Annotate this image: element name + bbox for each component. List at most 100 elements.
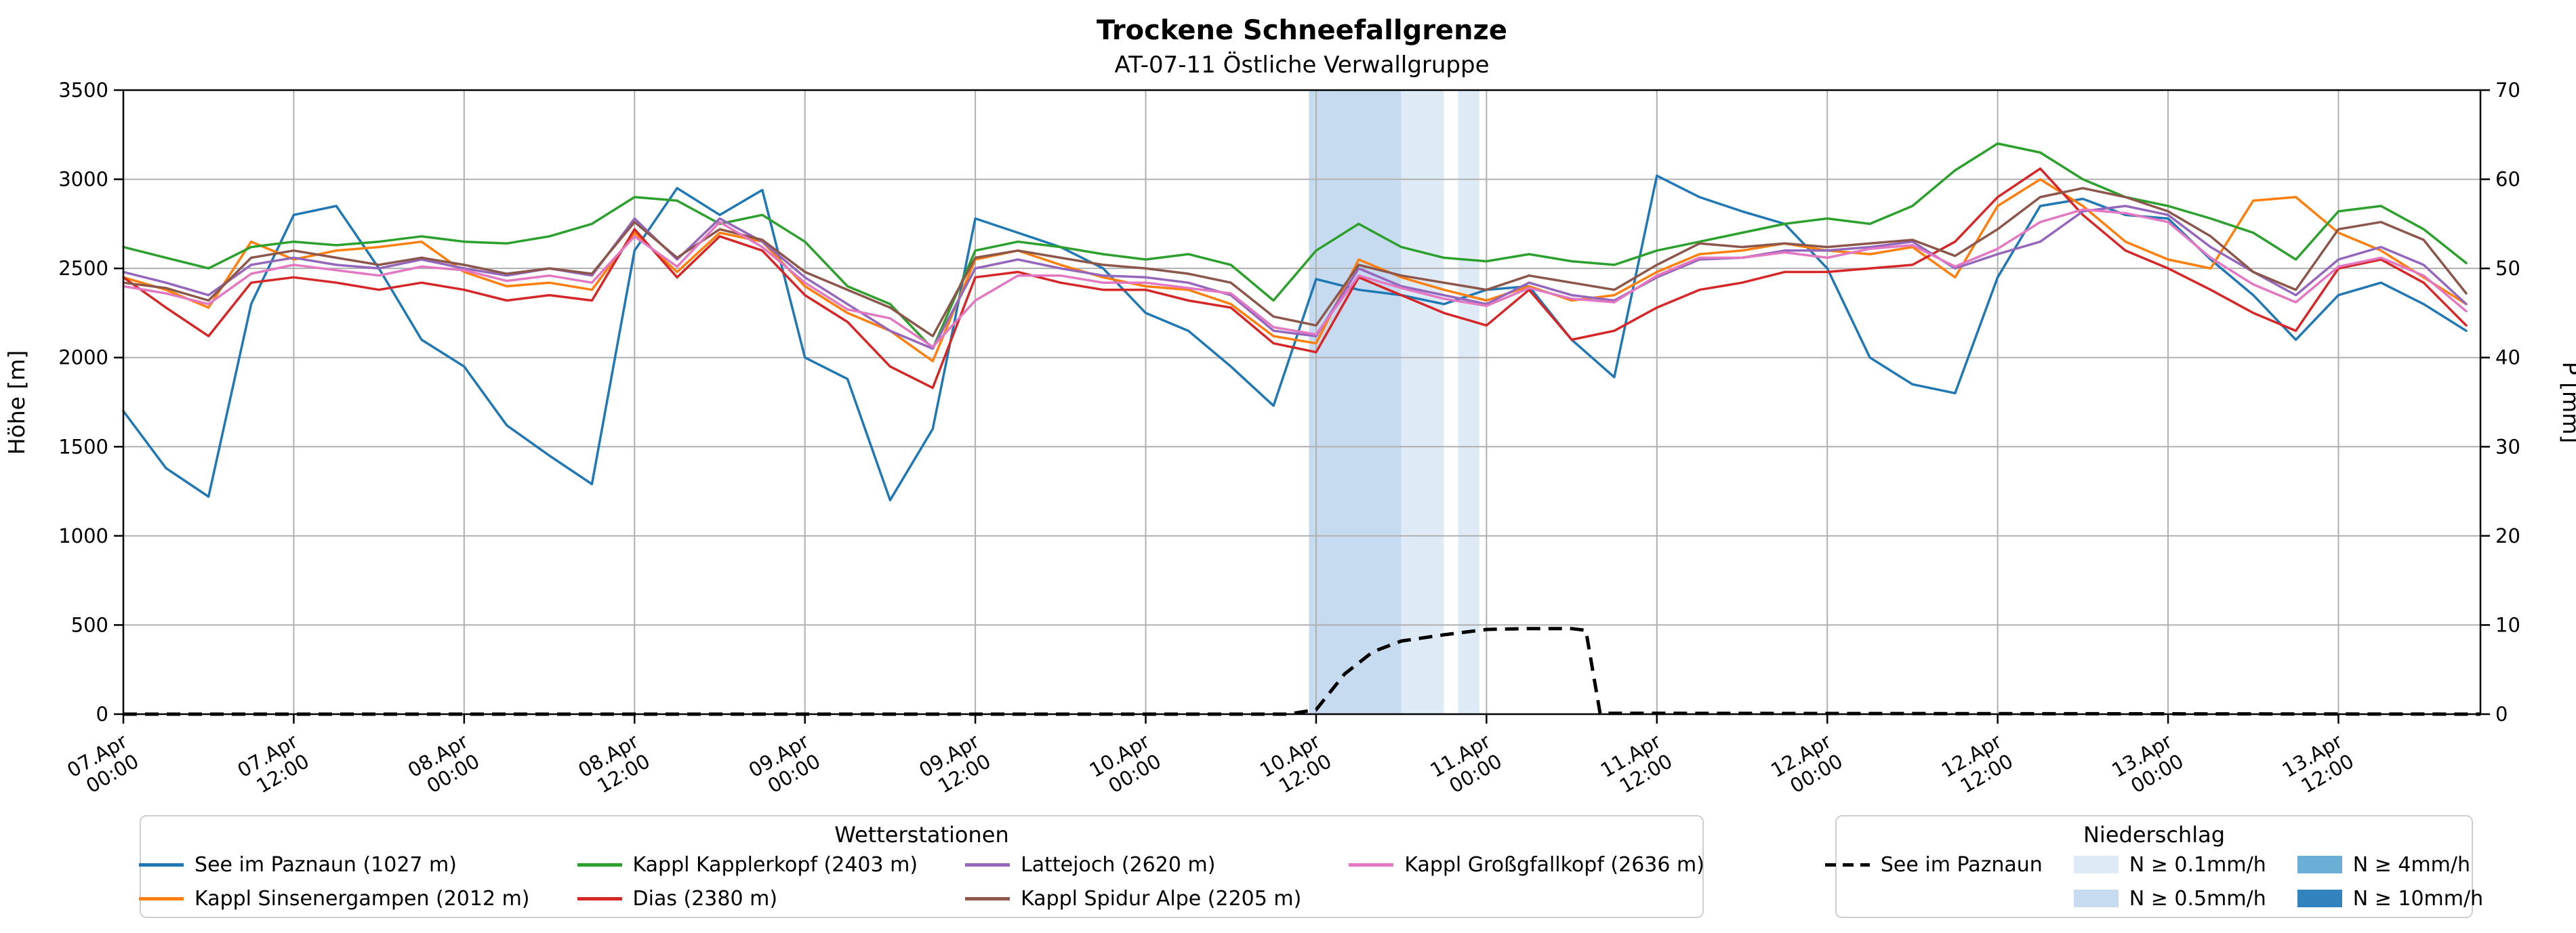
legend-label: See im Paznaun: [1880, 852, 2043, 877]
legend-station-item: Kappl Spidur Alpe (2205 m): [965, 884, 1301, 913]
x-tick-label: 12.Apr12:00: [1938, 730, 2017, 802]
y-tick-label-left: 2500: [58, 257, 108, 280]
legend-stations-entries: See im Paznaun (1027 m) Kappl Sinsenergam…: [139, 850, 1704, 913]
y-tick-label-right: 0: [2495, 703, 2508, 726]
legend-line-swatch: [139, 863, 184, 867]
legend-column: N ≥ 0.1mm/h N ≥ 0.5mm/h: [2073, 850, 2266, 913]
series-line-2: [122, 178, 2468, 362]
series-line-6: [122, 186, 2468, 337]
legend-wetterstationen: Wetterstationen See im Paznaun (1027 m) K…: [139, 815, 1704, 918]
axes-layer: 0 500 1000 1500 2000 2500 3000 3500 0 10 20 30 40 50 6…: [58, 79, 2520, 802]
chart-subtitle: AT-07-11 Östliche Verwallgruppe: [1114, 51, 1489, 79]
legend-label: Kappl Sinsenergampen (2012 m): [195, 886, 530, 911]
series-line-1: [122, 174, 2468, 501]
legend-label: Kappl Großgfallkopf (2636 m): [1404, 852, 1704, 877]
series-line-5: [122, 205, 2468, 350]
x-tick-label: 10.Apr12:00: [1256, 730, 1335, 802]
legend-station-item: Kappl Kapplerkopf (2403 m): [577, 850, 918, 879]
legend-label: See im Paznaun (1027 m): [195, 852, 457, 877]
legend-label: Kappl Kapplerkopf (2403 m): [632, 852, 918, 877]
legend-line-swatch: [139, 896, 184, 900]
x-tick-label: 10.Apr00:00: [1086, 730, 1165, 802]
y-tick-label-left: 1500: [58, 435, 108, 458]
x-tick-label: 13.Apr00:00: [2108, 730, 2187, 802]
legend-label: N ≥ 0.5mm/h: [2129, 886, 2266, 911]
y-tick-label-left: 3000: [58, 168, 108, 191]
legend-column: N ≥ 4mm/h N ≥ 10mm/h: [2297, 850, 2483, 913]
legend-patch-swatch: [2297, 856, 2342, 873]
legend-station-item: See im Paznaun (1027 m): [139, 850, 529, 879]
x-tick-label: 07.Apr00:00: [63, 730, 142, 802]
precip-band: [1458, 90, 1479, 714]
legend-station-item: Lattejoch (2620 m): [965, 850, 1301, 879]
legend-label: N ≥ 10mm/h: [2352, 886, 2484, 911]
y-axis-label-right: P [mm]: [2558, 362, 2576, 443]
y-tick-label-right: 40: [2495, 346, 2520, 369]
y-tick-label-right: 20: [2495, 524, 2520, 547]
legend-line-swatch: [965, 863, 1010, 867]
grid-layer: [123, 89, 2480, 715]
legend-station-item: Dias (2380 m): [577, 884, 918, 913]
chart-title: Trockene Schneefallgrenze: [1097, 15, 1507, 46]
legend-line-swatch: [965, 896, 1010, 900]
legend-column: Kappl Großgfallkopf (2636 m): [1349, 850, 1704, 913]
x-tick-label: 09.Apr00:00: [745, 730, 824, 802]
precip-band: [1309, 90, 1402, 714]
precip-bands-layer: [1309, 90, 1479, 714]
legend-column: Lattejoch (2620 m) Kappl Spidur Alpe (220…: [965, 850, 1301, 913]
legend-line-swatch: [577, 863, 622, 867]
legend-precip-level-item: N ≥ 10mm/h: [2297, 884, 2483, 913]
legend-dashed-line-swatch: [1824, 863, 1870, 867]
x-tick-label: 08.Apr00:00: [404, 730, 483, 802]
legend-label: Lattejoch (2620 m): [1021, 852, 1216, 877]
y-tick-label-right: 30: [2495, 435, 2520, 458]
y-tick-label-left: 0: [96, 703, 108, 726]
legend-line-swatch: [1349, 863, 1394, 867]
precip-band: [1401, 90, 1444, 714]
y-tick-label-right: 60: [2495, 168, 2520, 191]
x-tick-label: 12.Apr00:00: [1767, 730, 1846, 802]
legend-precip-entries: See im Paznaun N ≥ 0.1mm/h N ≥ 0.5mm/h N ≥ …: [1824, 850, 2483, 913]
x-tick-label: 07.Apr12:00: [234, 730, 313, 802]
legend-column: Kappl Kapplerkopf (2403 m) Dias (2380 m): [577, 850, 918, 913]
y-tick-label-left: 3500: [58, 79, 108, 102]
legend-station-item: Kappl Großgfallkopf (2636 m): [1349, 850, 1704, 879]
legend-stations-title: Wetterstationen: [834, 822, 1009, 848]
y-tick-label-right: 10: [2495, 613, 2520, 636]
legend-column: See im Paznaun: [1824, 850, 2043, 913]
legend-patch-swatch: [2073, 856, 2119, 873]
x-tick-label: 08.Apr12:00: [574, 730, 653, 802]
legend-label: N ≥ 4mm/h: [2352, 852, 2471, 877]
x-tick-label: 13.Apr12:00: [2278, 730, 2358, 802]
legend-precip-level-item: N ≥ 0.5mm/h: [2073, 884, 2266, 913]
precip-line: [123, 627, 2481, 716]
legend-precip-title: Niederschlag: [2083, 822, 2226, 848]
y-tick-label-right: 50: [2495, 257, 2520, 280]
legend-station-item: Kappl Sinsenergampen (2012 m): [139, 884, 530, 913]
legend-patch-swatch: [2297, 890, 2342, 907]
y-tick-label-left: 2000: [58, 346, 108, 369]
y-axis-label-left: Höhe [m]: [3, 350, 30, 455]
series-line-3: [122, 142, 2468, 350]
legend-precip-level-item: N ≥ 4mm/h: [2297, 850, 2483, 879]
series-layer: [122, 142, 2481, 716]
x-tick-label: 09.Apr12:00: [915, 730, 994, 802]
legend-column: See im Paznaun (1027 m) Kappl Sinsenergam…: [139, 850, 530, 913]
series-line-4: [122, 167, 2468, 390]
plot-border: [122, 89, 2482, 716]
y-tick-label-left: 500: [71, 613, 108, 636]
legend-line-swatch: [577, 896, 622, 900]
y-tick-label-left: 1000: [58, 524, 108, 547]
y-tick-label-right: 70: [2495, 79, 2520, 102]
legend-precip-level-item: N ≥ 0.1mm/h: [2073, 850, 2266, 879]
legend-niederschlag: Niederschlag See im Paznaun N ≥ 0.1mm/h N …: [1824, 815, 2483, 918]
legend-label: Kappl Spidur Alpe (2205 m): [1021, 886, 1302, 911]
series-line-7: [122, 208, 2468, 348]
x-tick-label: 11.Apr12:00: [1597, 730, 1676, 802]
legend-label: N ≥ 0.1mm/h: [2129, 852, 2266, 877]
x-tick-label: 11.Apr00:00: [1427, 730, 1506, 802]
legend-label: Dias (2380 m): [632, 886, 778, 911]
legend-precip-line-item: See im Paznaun: [1824, 850, 2043, 879]
